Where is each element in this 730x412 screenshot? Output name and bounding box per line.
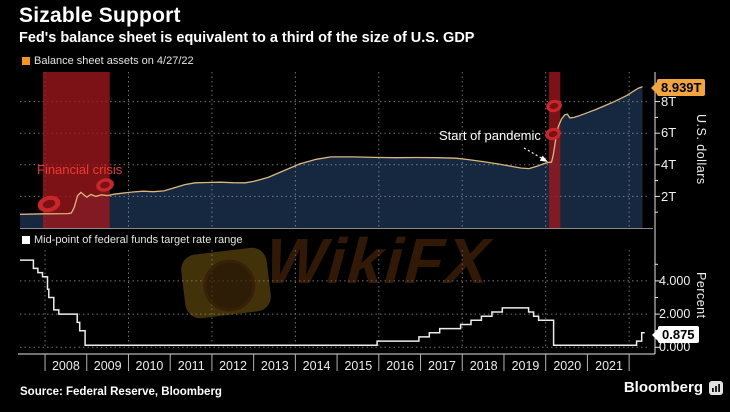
- y-axis-label-dollars: U.S. dollars: [694, 114, 708, 185]
- bloomberg-wordmark: Bloomberg: [623, 379, 703, 396]
- page-title: Sizable Support: [19, 4, 181, 27]
- x-axis-year-labels: 2008 2009 2010 2011 2012 2013 2014 2015 …: [45, 359, 630, 373]
- fed-funds-legend-label: Mid-point of federal funds target rate r…: [34, 234, 243, 246]
- year-label: 2009: [93, 359, 122, 373]
- y-tick-label-8t: 8T: [661, 94, 677, 109]
- bloomberg-brand: Bloomberg: [624, 379, 723, 396]
- last-value-callout-rate: 0.875: [658, 326, 699, 343]
- year-label: 2014: [302, 359, 331, 373]
- watermark-text: WikiFX: [263, 225, 494, 297]
- bloomberg-logo-icon: [709, 380, 723, 395]
- year-label: 2016: [386, 359, 415, 373]
- fed-funds-legend: Mid-point of federal funds target rate r…: [22, 234, 243, 246]
- legend-swatch-orange: [22, 57, 30, 65]
- last-value-callout-balance: 8.939T: [657, 79, 706, 96]
- page-subtitle: Fed's balance sheet is equivalent to a t…: [19, 30, 475, 46]
- y-tick-label-6t: 6T: [661, 125, 677, 140]
- balance-sheet-legend-label: Balance sheet assets on 4/27/22: [34, 55, 194, 67]
- year-label: 2018: [469, 359, 498, 373]
- balance-sheet-legend: Balance sheet assets on 4/27/22: [22, 55, 194, 67]
- watermark-emblem: [179, 245, 273, 321]
- y-tick-label-0pct: 0.000: [659, 340, 691, 354]
- pandemic-annotation: Start of pandemic: [439, 128, 541, 143]
- year-label: 2012: [219, 359, 247, 373]
- y-axis-label-percent: Percent: [694, 272, 708, 319]
- y-tick-label-2t: 2T: [661, 189, 677, 204]
- year-label: 2017: [428, 359, 456, 373]
- year-label: 2020: [553, 359, 582, 373]
- year-label: 2010: [135, 359, 164, 373]
- y-tick-label-4t: 4T: [661, 157, 677, 172]
- source-credit: Source: Federal Reserve, Bloomberg: [20, 386, 222, 398]
- year-label: 2013: [260, 359, 289, 373]
- y-tick-label-4pct: 4.000: [659, 274, 691, 288]
- year-label: 2015: [344, 359, 373, 373]
- y-tick-label-2pct: 2.000: [659, 307, 691, 321]
- year-label: 2011: [177, 359, 205, 373]
- year-label: 2021: [595, 359, 623, 373]
- watermark-emblem-circle: [200, 256, 259, 315]
- financial-crisis-annotation: Financial crisis: [37, 162, 123, 177]
- year-label: 2008: [51, 359, 80, 373]
- year-label: 2019: [511, 359, 540, 373]
- legend-swatch-white: [22, 236, 30, 244]
